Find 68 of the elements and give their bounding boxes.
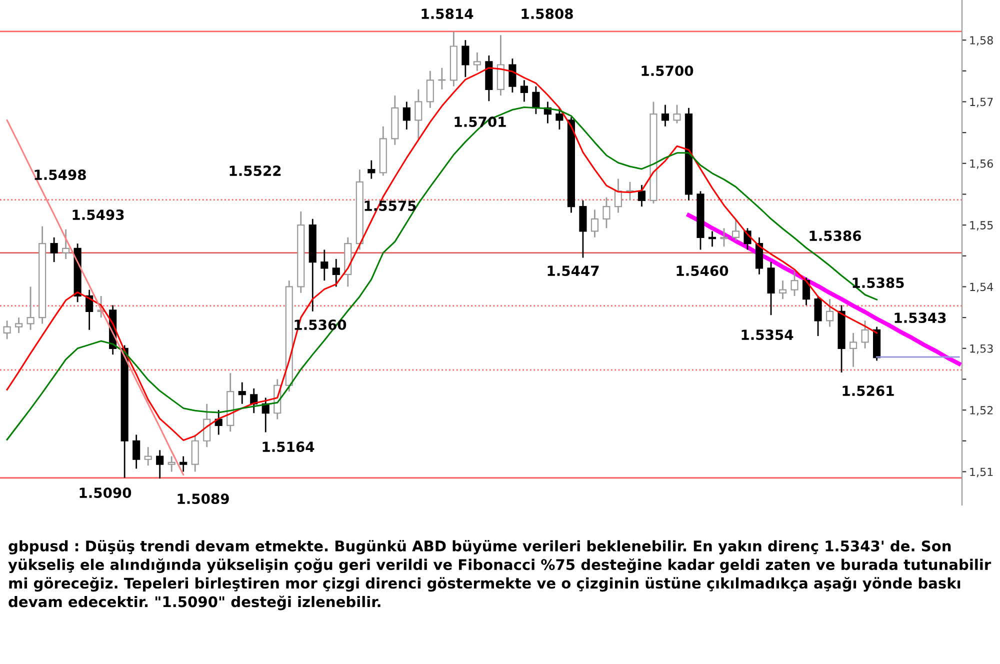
candlestick: [238, 382, 246, 405]
candlestick: [602, 196, 610, 229]
candlestick: [462, 39, 470, 78]
y-tick-label: 1,52: [970, 406, 993, 416]
annotation: 1.5343: [894, 312, 946, 324]
annotation: 1.5354: [742, 330, 794, 340]
candlestick: [673, 104, 681, 124]
candlestick: [191, 434, 199, 472]
annotation: 1.5814: [422, 8, 474, 20]
annotation: 1.5089: [178, 494, 229, 504]
candlestick: [180, 456, 188, 472]
annotation: 1.5460: [676, 266, 728, 276]
candlestick: [638, 184, 646, 208]
candlestick: [203, 403, 211, 448]
candlestick: [614, 178, 622, 214]
candlestick: [814, 295, 822, 337]
candlestick: [3, 320, 11, 340]
y-tick-label: 1,55: [970, 221, 993, 231]
annotation: 1.5808: [522, 8, 573, 20]
candlestick: [556, 107, 564, 130]
candlestick: [132, 434, 140, 470]
candlestick: [826, 298, 834, 328]
candlestick: [532, 86, 540, 115]
candlestick: [590, 208, 598, 238]
candlestick: [414, 88, 422, 140]
candlestick: [62, 228, 70, 260]
annotation: 1.5522: [230, 166, 281, 176]
candlestick: [720, 227, 728, 248]
annotation: 1.5700: [642, 66, 694, 76]
y-tick-label: 1,51: [970, 468, 993, 478]
candlestick: [50, 236, 58, 263]
candlestick: [508, 58, 516, 94]
line-series: [6, 119, 184, 476]
candlestick: [426, 70, 434, 109]
candlestick: [402, 101, 410, 130]
y-tick-label: 1,57: [970, 98, 993, 108]
annotation: 1.5261: [842, 386, 894, 396]
candlestick: [214, 409, 222, 436]
candlestick: [732, 218, 740, 242]
candlestick: [861, 320, 869, 350]
candlestick: [168, 456, 176, 472]
candlestick: [790, 270, 798, 297]
candlestick: [144, 446, 152, 466]
annotation: 1.5164: [262, 442, 314, 452]
candlestick: [332, 258, 340, 288]
candlestick: [778, 280, 787, 300]
candlestick: [320, 249, 328, 282]
annotation: 1.5498: [34, 170, 86, 180]
candlestick: [520, 79, 528, 102]
candlestick: [708, 230, 716, 248]
candlestick: [15, 316, 23, 334]
candlestick: [661, 104, 670, 128]
annotation: 1.5493: [72, 210, 124, 220]
annotation: 1.5447: [548, 266, 599, 276]
candlestick: [368, 160, 376, 180]
candlestick: [849, 332, 858, 368]
annotation: 1.5386: [810, 230, 862, 242]
text: gbpusd : Düşüş trendi devam etmekte. Bugünkü ABD büyüme verileri beklenebilir. En yakın direnç 1.5343' de. Son yükseliş ele alındığında yükselişin çoğu geri verildi ve Fibonacci %75 desteğine kadar geldi zaten ve burada tutunabilir mi göreceğiz. Tepeleri birleştiren mor çizgi direnci göstermekte ve o çizginin üstüne çıkılmadıkça aşağı yönde baskı devam edecektir. "1.5090" desteği izlenebilir.: [8, 540, 992, 610]
y-tick-label: 1,56: [970, 159, 993, 169]
candlestick: [26, 286, 34, 331]
y-tick-label: 1,54: [970, 282, 994, 292]
candlestick: [156, 449, 164, 480]
candlestick: [802, 276, 810, 306]
annotation: 1.5385: [852, 278, 904, 288]
y-tick-label: 1,58: [970, 36, 993, 46]
y-tick-label: 1,53: [970, 344, 993, 354]
annotation: 1.5090: [80, 488, 132, 498]
candlestick: [473, 52, 481, 72]
